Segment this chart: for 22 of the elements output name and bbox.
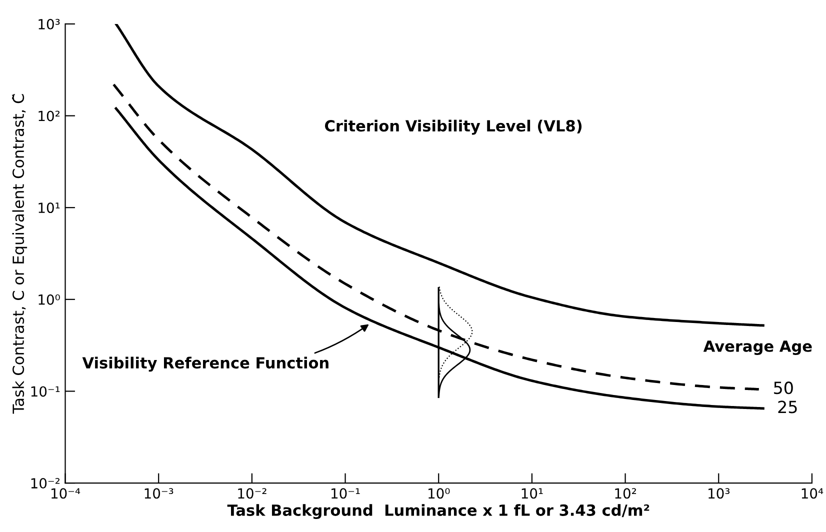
x-tick-label: 10² bbox=[615, 488, 636, 499]
y-axis-title: Task Contrast, C or Equivalent Contrast, C̃ bbox=[12, 94, 28, 414]
series-label: 50 bbox=[774, 382, 793, 394]
annotation: Visibility Reference Function bbox=[82, 356, 328, 372]
x-tick-label: 10⁴ bbox=[802, 488, 824, 499]
y-tick-label: 10² bbox=[38, 110, 60, 122]
x-tick-label: 10⁻³ bbox=[144, 488, 174, 499]
y-tick-label: 10⁰ bbox=[38, 294, 60, 305]
y-tick-label: 10³ bbox=[38, 18, 60, 30]
series-label: 25 bbox=[778, 400, 797, 414]
x-axis-title: Task Background Luminance x 1 fL or 3.43 cd/m² bbox=[227, 504, 650, 520]
x-tick-label: 10⁻¹ bbox=[332, 488, 360, 499]
annotation: Criterion Visibility Level (VL8) bbox=[325, 120, 582, 135]
x-tick-label: 10⁻² bbox=[238, 488, 266, 499]
x-tick-label: 10³ bbox=[708, 488, 730, 499]
y-tick-label: 10¹ bbox=[38, 202, 60, 214]
x-tick-label: 10¹ bbox=[522, 488, 543, 499]
y-tick-label: 10⁻¹ bbox=[31, 386, 60, 397]
legend-title: Average Age bbox=[703, 340, 812, 356]
x-tick-label: 10⁰ bbox=[428, 488, 450, 499]
x-tick-label: 10⁻⁴ bbox=[51, 488, 80, 499]
y-tick-label: 10⁻² bbox=[31, 478, 60, 489]
